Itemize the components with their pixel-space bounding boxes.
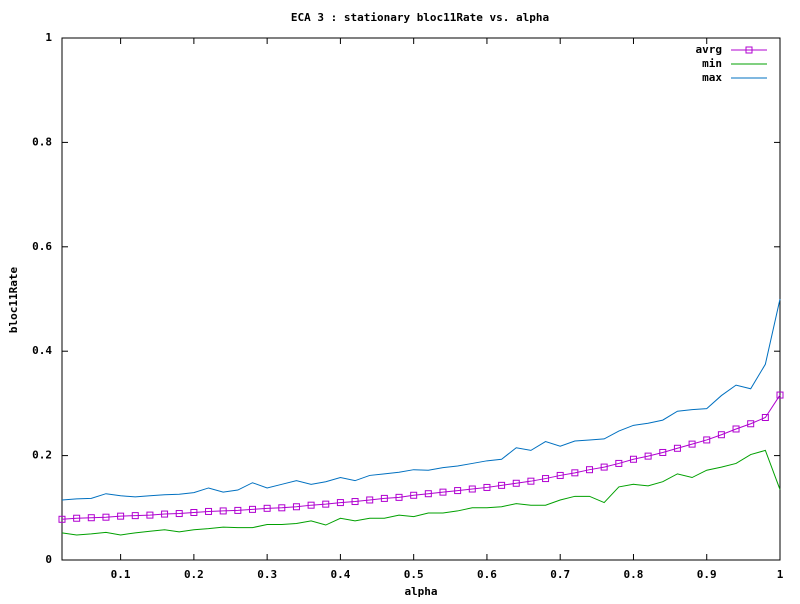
point-marker — [732, 425, 740, 433]
point-marker — [410, 491, 418, 499]
series-line — [61, 394, 781, 520]
point-marker — [761, 413, 769, 421]
point-marker — [366, 496, 374, 504]
point-marker — [747, 420, 755, 428]
point-marker — [659, 448, 667, 456]
point-marker — [131, 512, 139, 520]
point-marker — [351, 498, 359, 506]
point-marker — [454, 487, 462, 495]
point-marker — [248, 505, 256, 513]
plot-frame — [61, 37, 781, 561]
x-tick-label: 0.7 — [550, 568, 570, 581]
point-marker — [102, 513, 110, 521]
point-marker — [556, 471, 564, 479]
x-tick-label: 0.3 — [257, 568, 277, 581]
point-marker — [483, 483, 491, 491]
series-line — [61, 449, 781, 536]
x-tick-label: 0.2 — [184, 568, 204, 581]
x-tick-label: 0.9 — [697, 568, 717, 581]
point-marker — [717, 431, 725, 439]
point-marker — [263, 504, 271, 512]
point-marker — [527, 477, 535, 485]
x-tick-label: 0.5 — [404, 568, 424, 581]
point-marker — [512, 479, 520, 487]
point-marker — [542, 475, 550, 483]
y-tick-label: 0 — [45, 553, 52, 566]
point-marker — [307, 501, 315, 509]
x-tick-label: 0.8 — [624, 568, 644, 581]
point-marker — [776, 391, 784, 399]
y-tick-label: 1 — [45, 31, 52, 44]
point-marker — [322, 500, 330, 508]
x-tick-label: 0.4 — [330, 568, 350, 581]
legend-label: avrg — [696, 43, 723, 56]
point-marker — [219, 507, 227, 515]
point-marker — [673, 444, 681, 452]
point-marker — [146, 511, 154, 519]
point-marker — [336, 499, 344, 507]
point-marker — [58, 515, 66, 523]
point-marker — [161, 510, 169, 518]
point-marker — [586, 466, 594, 474]
x-tick-label: 0.1 — [111, 568, 131, 581]
point-marker — [644, 452, 652, 460]
y-axis-label: bloc11Rate — [7, 267, 20, 334]
point-marker — [629, 455, 637, 463]
point-marker — [205, 507, 213, 515]
y-tick-label: 0.8 — [32, 135, 52, 148]
point-marker — [498, 481, 506, 489]
legend-label: min — [702, 57, 722, 70]
point-marker — [571, 469, 579, 477]
legend-marker — [745, 46, 753, 54]
point-marker — [468, 485, 476, 493]
series-line — [61, 298, 781, 501]
point-marker — [380, 494, 388, 502]
y-tick-label: 0.4 — [32, 344, 52, 357]
point-marker — [600, 463, 608, 471]
point-marker — [424, 490, 432, 498]
point-marker — [190, 508, 198, 516]
chart-title: ECA 3 : stationary bloc11Rate vs. alpha — [291, 11, 549, 24]
point-marker — [395, 493, 403, 501]
legend-label: max — [702, 71, 722, 84]
point-marker — [117, 512, 125, 520]
y-tick-label: 0.2 — [32, 449, 52, 462]
x-axis-label: alpha — [404, 585, 437, 598]
x-tick-label: 0.6 — [477, 568, 497, 581]
point-marker — [278, 504, 286, 512]
point-marker — [73, 514, 81, 522]
point-marker — [175, 510, 183, 518]
point-marker — [439, 488, 447, 496]
x-tick-label: 1 — [777, 568, 784, 581]
point-marker — [292, 503, 300, 511]
y-tick-label: 0.6 — [32, 240, 52, 253]
point-marker — [234, 506, 242, 514]
point-marker — [703, 436, 711, 444]
point-marker — [615, 459, 623, 467]
point-marker — [87, 514, 95, 522]
point-marker — [688, 440, 696, 448]
